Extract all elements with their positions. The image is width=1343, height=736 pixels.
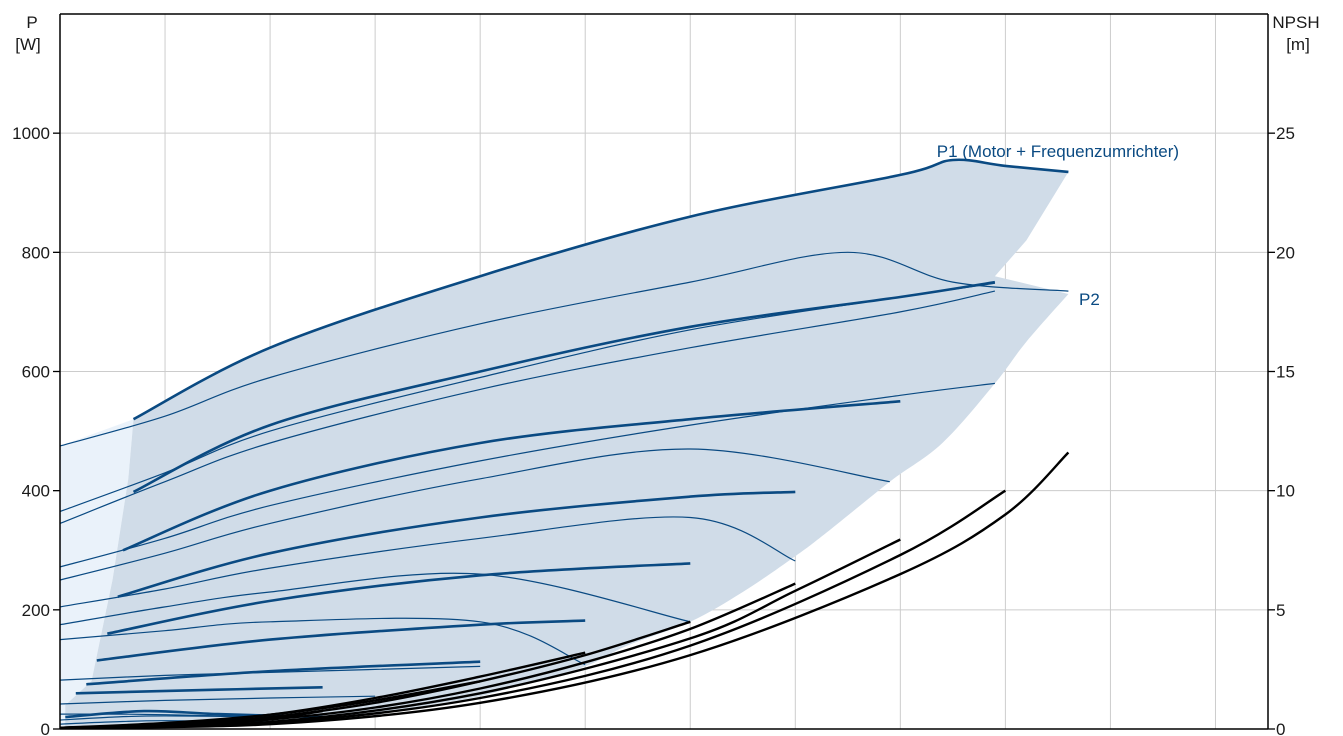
right-tick-label: 15 [1276, 363, 1295, 382]
npsh-curve [59, 451, 1070, 729]
envelope-layer [60, 159, 1069, 729]
label-layer: P1 (Motor + Frequenzumrichter) P2 [937, 142, 1179, 309]
p2-power-curve [59, 448, 890, 581]
axis-layer: P [W] NPSH [m] 0 200 400 600 800 1000 0 5 10 15 20… [12, 13, 1319, 736]
p2-power-curve [59, 251, 1069, 447]
p2-power-curve [59, 617, 586, 666]
right-tick-label: 20 [1276, 243, 1295, 262]
left-axis-title-line2: [W] [15, 35, 41, 54]
p1-power-curve [107, 562, 691, 635]
right-tick-label: 0 [1276, 720, 1285, 736]
left-tick-label: 800 [22, 243, 50, 262]
left-tick-label: 0 [41, 720, 50, 736]
left-tick-label: 600 [22, 363, 50, 382]
p2-power-curve [59, 516, 796, 608]
p2-power-curve [59, 715, 271, 721]
p1-power-curve [96, 619, 586, 662]
low-flow-region [60, 419, 134, 729]
right-tick-label: 5 [1276, 601, 1285, 620]
p1-power-curve [122, 400, 901, 552]
p2-curve-label: P2 [1079, 290, 1100, 309]
right-axis-title-line1: NPSH [1272, 13, 1319, 32]
right-tick-label: 25 [1276, 124, 1295, 143]
p1-power-curve [117, 490, 796, 598]
p2-power-curve [59, 572, 691, 626]
p1-power-curve [75, 686, 323, 695]
right-tick-label: 10 [1276, 482, 1295, 501]
operating-envelope [65, 159, 1069, 729]
left-tick-label: 200 [22, 601, 50, 620]
p1-power-curve [132, 280, 996, 494]
right-axis-title-line2: [m] [1286, 35, 1310, 54]
p1-curve-label: P1 (Motor + Frequenzumrichter) [937, 142, 1179, 161]
p2-power-curve [59, 382, 995, 568]
left-axis-title-line1: P [26, 13, 37, 32]
p2-power-curve [59, 290, 996, 524]
p1-power-curve [86, 660, 481, 686]
p1-max-curve [132, 158, 1069, 421]
left-tick-label: 1000 [12, 124, 50, 143]
curve-layer [59, 158, 1070, 729]
p2-power-curve [59, 695, 376, 705]
left-tick-label: 400 [22, 482, 50, 501]
